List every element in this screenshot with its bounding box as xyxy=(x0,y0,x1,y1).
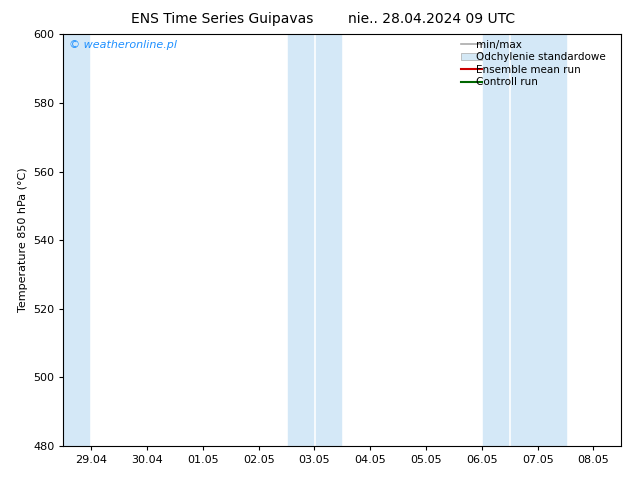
Bar xyxy=(63,34,89,446)
Bar xyxy=(512,34,566,446)
Text: ENS Time Series Guipavas: ENS Time Series Guipavas xyxy=(131,12,313,26)
Bar xyxy=(288,34,313,446)
Bar xyxy=(483,34,508,446)
Bar xyxy=(316,34,341,446)
Text: nie.. 28.04.2024 09 UTC: nie.. 28.04.2024 09 UTC xyxy=(347,12,515,26)
Legend: min/max, Odchylenie standardowe, Ensemble mean run, Controll run: min/max, Odchylenie standardowe, Ensembl… xyxy=(458,36,619,91)
Text: © weatheronline.pl: © weatheronline.pl xyxy=(69,41,177,50)
Y-axis label: Temperature 850 hPa (°C): Temperature 850 hPa (°C) xyxy=(18,168,27,313)
